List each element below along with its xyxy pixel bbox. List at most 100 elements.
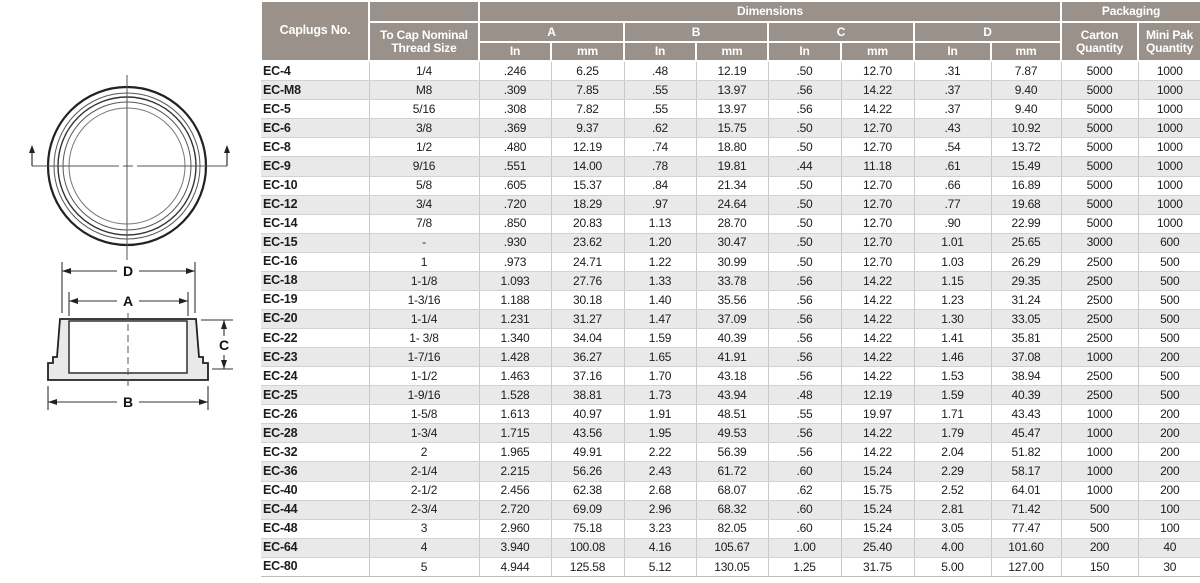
- value-cell: 9.40: [991, 80, 1062, 101]
- value-cell: 2-3/4: [369, 500, 480, 520]
- table-row: EC-20 1-1/4 1.231 31.27 1.47 37.09.56 14.22 1.3…: [261, 309, 1200, 330]
- value-cell: .973: [479, 252, 552, 272]
- value-cell: 5000: [1061, 61, 1139, 82]
- value-cell: 12.19: [551, 137, 625, 158]
- value-cell: 2.43: [624, 461, 697, 482]
- value-cell: 1000: [1138, 137, 1200, 158]
- value-cell: 82.05: [696, 519, 769, 539]
- table-row: EC-22 1- 3/8 1.340 34.04 1.59 40.39.56 14.22 1.…: [261, 328, 1200, 349]
- caplugs-no-cell: EC-4: [261, 61, 370, 82]
- value-cell: 49.53: [696, 423, 769, 444]
- value-cell: .56: [768, 290, 842, 310]
- value-cell: 18.80: [696, 137, 769, 158]
- value-cell: .55: [768, 404, 842, 425]
- value-cell: 1000: [1061, 347, 1139, 368]
- value-cell: 1000: [1061, 404, 1139, 425]
- value-cell: 1.33: [624, 271, 697, 291]
- value-cell: 5/16: [369, 99, 480, 120]
- value-cell: .309: [479, 80, 552, 101]
- value-cell: 1000: [1138, 195, 1200, 215]
- value-cell: 1.428: [479, 347, 552, 368]
- value-cell: 1.00: [768, 538, 842, 558]
- value-cell: 1000: [1061, 481, 1139, 501]
- value-cell: 26.29: [991, 252, 1062, 272]
- value-cell: 14.22: [841, 442, 915, 463]
- value-cell: 30.47: [696, 233, 769, 253]
- caplugs-no-cell: EC-10: [261, 176, 370, 196]
- value-cell: 127.00: [991, 557, 1062, 578]
- value-cell: 1.23: [914, 290, 992, 310]
- value-cell: 35.81: [991, 328, 1062, 349]
- caplugs-no-cell: EC-12: [261, 195, 370, 215]
- value-cell: 12.70: [841, 214, 915, 234]
- value-cell: 56.26: [551, 461, 625, 482]
- value-cell: .77: [914, 195, 992, 215]
- value-cell: 4.944: [479, 557, 552, 578]
- value-cell: 14.22: [841, 366, 915, 387]
- value-cell: 12.70: [841, 61, 915, 82]
- value-cell: 1000: [1138, 118, 1200, 139]
- value-cell: 1/2: [369, 137, 480, 158]
- dim-c: [201, 319, 233, 370]
- value-cell: 43.18: [696, 366, 769, 387]
- value-cell: 40.39: [991, 385, 1062, 406]
- value-cell: 1-3/4: [369, 423, 480, 444]
- header-c-mm: mm: [840, 41, 915, 62]
- value-cell: 15.24: [841, 519, 915, 539]
- value-cell: 10.92: [991, 118, 1062, 139]
- value-cell: 1.22: [624, 252, 697, 272]
- value-cell: 1-5/8: [369, 404, 480, 425]
- value-cell: 13.72: [991, 137, 1062, 158]
- value-cell: 101.60: [991, 538, 1062, 558]
- value-cell: .97: [624, 195, 697, 215]
- value-cell: 24.64: [696, 195, 769, 215]
- value-cell: 31.27: [551, 309, 625, 330]
- caplugs-no-cell: EC-5: [261, 99, 370, 120]
- value-cell: .850: [479, 214, 552, 234]
- value-cell: 500: [1138, 385, 1200, 406]
- value-cell: 105.67: [696, 538, 769, 558]
- value-cell: 1.73: [624, 385, 697, 406]
- value-cell: 12.70: [841, 252, 915, 272]
- value-cell: 68.07: [696, 481, 769, 501]
- caplugs-no-cell: EC-36: [261, 461, 370, 482]
- header-b-mm: mm: [695, 41, 769, 62]
- value-cell: 1.715: [479, 423, 552, 444]
- value-cell: 500: [1138, 252, 1200, 272]
- dim-d: [61, 262, 196, 313]
- value-cell: 2.22: [624, 442, 697, 463]
- table-row: EC-25 1-9/16 1.528 38.81 1.73 43.94.48 12.19 1.…: [261, 385, 1200, 406]
- value-cell: .60: [768, 500, 842, 520]
- value-cell: 3000: [1061, 233, 1139, 253]
- value-cell: 5000: [1061, 118, 1139, 139]
- dim-label-a: A: [123, 293, 133, 309]
- table-row: EC-19 1-3/16 1.188 30.18 1.40 35.56.56 14.22 1.…: [261, 290, 1200, 310]
- value-cell: 3.05: [914, 519, 992, 539]
- header-dim-c: C: [767, 21, 915, 43]
- value-cell: 200: [1138, 481, 1200, 501]
- value-cell: 500: [1138, 366, 1200, 387]
- value-cell: 2-1/2: [369, 481, 480, 501]
- value-cell: 58.17: [991, 461, 1062, 482]
- value-cell: 33.05: [991, 309, 1062, 330]
- value-cell: 1000: [1061, 423, 1139, 444]
- value-cell: .50: [768, 176, 842, 196]
- value-cell: 61.72: [696, 461, 769, 482]
- value-cell: 1.71: [914, 404, 992, 425]
- value-cell: 5000: [1061, 176, 1139, 196]
- value-cell: 27.76: [551, 271, 625, 291]
- value-cell: 15.24: [841, 500, 915, 520]
- value-cell: .90: [914, 214, 992, 234]
- value-cell: 1.093: [479, 271, 552, 291]
- value-cell: -: [369, 233, 480, 253]
- value-cell: .246: [479, 61, 552, 82]
- section-arrow-right: [222, 145, 230, 167]
- value-cell: 1.59: [914, 385, 992, 406]
- value-cell: 9/16: [369, 156, 480, 177]
- value-cell: 5.12: [624, 557, 697, 578]
- table-row: EC-36 2-1/4 2.215 56.26 2.43 61.72.60 15.24 2.2…: [261, 461, 1200, 482]
- dim-label-d: D: [123, 263, 133, 279]
- value-cell: .66: [914, 176, 992, 196]
- value-cell: 1.25: [768, 557, 842, 578]
- value-cell: 7.87: [991, 61, 1062, 82]
